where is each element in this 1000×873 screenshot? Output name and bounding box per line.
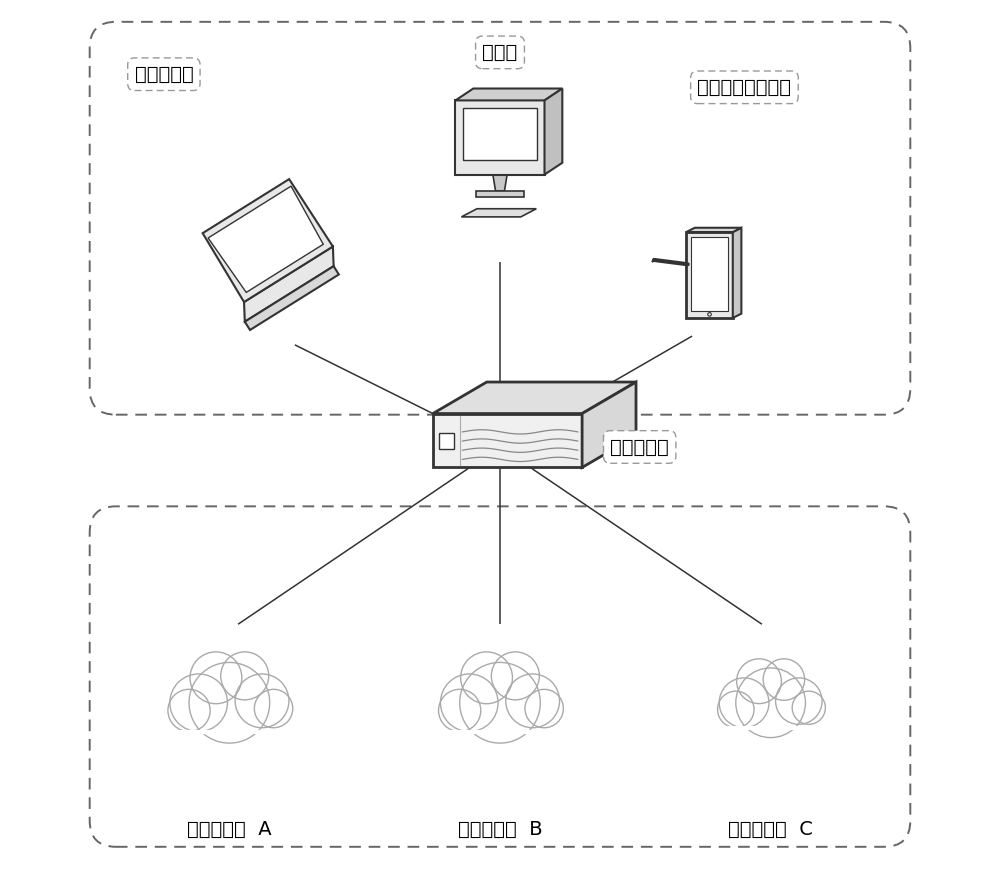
Polygon shape bbox=[455, 88, 562, 100]
Polygon shape bbox=[245, 266, 339, 330]
Polygon shape bbox=[476, 191, 524, 196]
Text: 个人移动通信终端: 个人移动通信终端 bbox=[697, 78, 791, 97]
Circle shape bbox=[193, 695, 266, 768]
Circle shape bbox=[168, 690, 210, 732]
Polygon shape bbox=[733, 228, 741, 318]
Circle shape bbox=[736, 668, 805, 738]
Circle shape bbox=[189, 663, 270, 743]
Polygon shape bbox=[461, 209, 536, 217]
Polygon shape bbox=[433, 414, 582, 467]
Circle shape bbox=[460, 663, 540, 743]
Circle shape bbox=[719, 677, 769, 727]
Circle shape bbox=[491, 652, 539, 700]
Polygon shape bbox=[691, 237, 728, 311]
Polygon shape bbox=[686, 228, 741, 232]
Circle shape bbox=[235, 674, 289, 728]
Polygon shape bbox=[244, 246, 334, 322]
Circle shape bbox=[190, 652, 242, 704]
Circle shape bbox=[718, 691, 754, 728]
Circle shape bbox=[221, 652, 269, 700]
Circle shape bbox=[439, 690, 481, 732]
Polygon shape bbox=[493, 175, 507, 191]
Text: 云存储系统  A: 云存储系统 A bbox=[187, 820, 272, 839]
Polygon shape bbox=[463, 107, 537, 160]
Circle shape bbox=[464, 695, 536, 768]
Circle shape bbox=[737, 659, 781, 704]
Circle shape bbox=[461, 652, 512, 704]
Circle shape bbox=[440, 674, 498, 732]
Polygon shape bbox=[582, 382, 636, 467]
Polygon shape bbox=[545, 88, 562, 175]
Polygon shape bbox=[455, 100, 545, 175]
Text: 笔记本电脑: 笔记本电脑 bbox=[135, 65, 193, 84]
Polygon shape bbox=[686, 232, 733, 318]
Circle shape bbox=[170, 674, 227, 732]
Circle shape bbox=[525, 690, 563, 728]
Text: 台式机: 台式机 bbox=[482, 43, 518, 62]
Text: 广域互联网: 广域互联网 bbox=[610, 437, 669, 457]
Polygon shape bbox=[433, 382, 636, 414]
Polygon shape bbox=[203, 179, 333, 302]
Text: 云存储系统  B: 云存储系统 B bbox=[458, 820, 542, 839]
Polygon shape bbox=[208, 186, 323, 292]
Circle shape bbox=[739, 696, 802, 760]
Text: 云存储系统  C: 云存储系统 C bbox=[728, 820, 813, 839]
Polygon shape bbox=[439, 434, 454, 449]
Circle shape bbox=[763, 659, 805, 700]
Circle shape bbox=[506, 674, 560, 728]
Circle shape bbox=[792, 691, 825, 725]
Circle shape bbox=[254, 690, 293, 728]
Circle shape bbox=[776, 677, 822, 725]
